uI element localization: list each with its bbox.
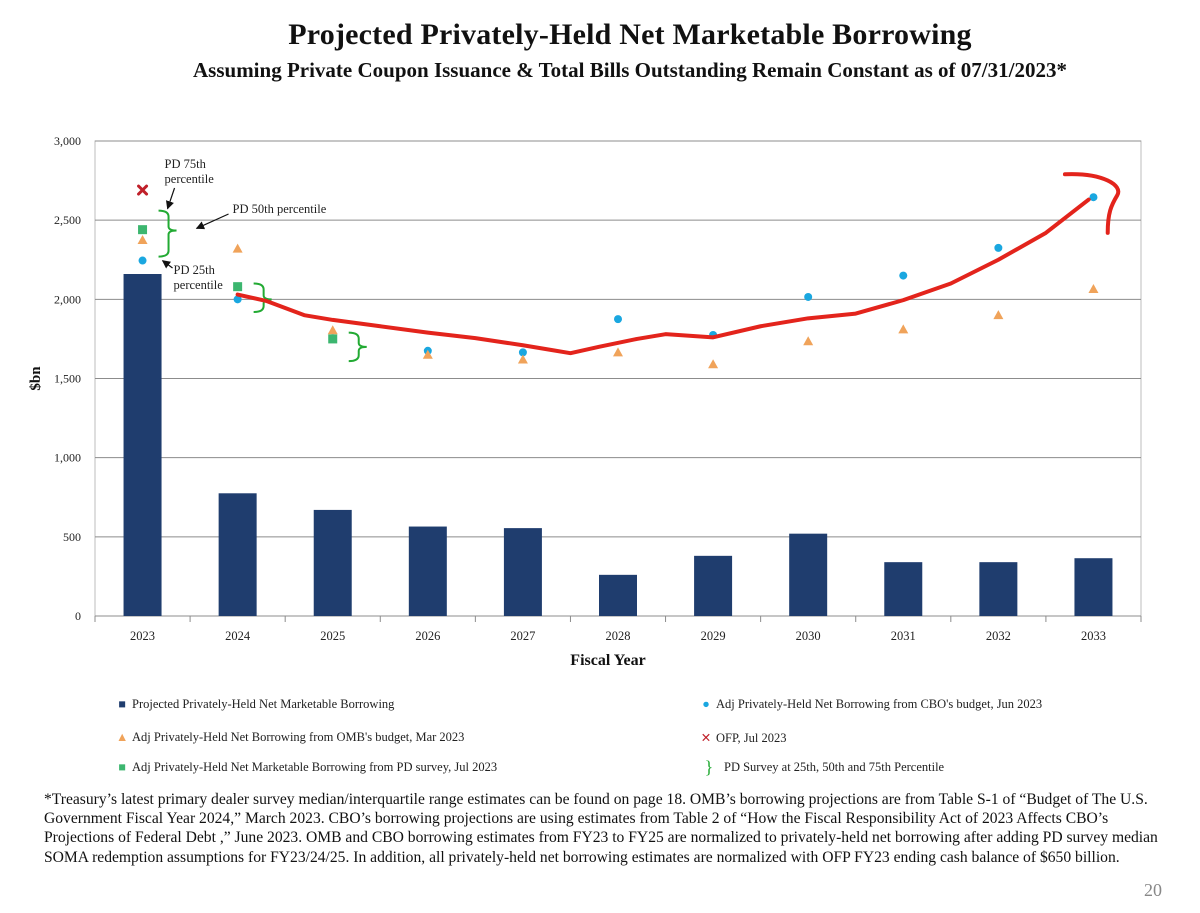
chart-canvas: 0 500 1,000 1,500 2,000 2,500 3,000 2023 2024 202… [28, 134, 1142, 669]
annotation-pd-75: PD 75th percentile [165, 157, 215, 186]
bar [123, 274, 162, 616]
y-tick-label: 2,000 [54, 292, 81, 306]
legend-symbol: } [704, 757, 714, 777]
omb-point [1088, 284, 1099, 294]
bar [694, 555, 733, 616]
omb-point [327, 325, 338, 335]
bar [599, 574, 637, 616]
omb-point [422, 349, 433, 359]
pd-percentile-bracket [348, 331, 367, 363]
cbo-point [614, 315, 622, 324]
annotation-arrow [195, 213, 229, 230]
legend-item-bars: ■ Projected Privately-Held Net Marketabl… [116, 697, 394, 712]
x-tick-label: 2026 [415, 629, 440, 643]
bar [218, 493, 257, 616]
x-tick-label: 2025 [320, 629, 345, 643]
annotation-arrow [161, 260, 173, 269]
legend-item-pd-range: } PD Survey at 25th, 50th and 75th Perce… [698, 757, 944, 778]
cbo-point [899, 271, 908, 280]
hand-drawn-trend-line [235, 197, 1091, 356]
y-tick-label: 500 [63, 530, 81, 544]
bar [979, 562, 1018, 616]
bar [503, 528, 542, 616]
legend-label: Adj Privately-Held Net Marketable Borrow… [132, 760, 498, 774]
chart-title: Projected Privately-Held Net Marketable … [288, 18, 972, 51]
annotation-pd-50: PD 50th percentile [233, 202, 327, 216]
legend-symbol: ■ [118, 697, 126, 711]
pd-percentile-bracket [158, 209, 177, 258]
legend-label: PD Survey at 25th, 50th and 75th Percent… [724, 760, 945, 774]
cbo-point [233, 295, 242, 304]
omb-point [613, 347, 623, 357]
annotation-pd-25: PD 25th percentile [174, 263, 224, 292]
omb-point [803, 336, 814, 346]
y-tick-label: 3,000 [54, 134, 81, 148]
y-tick-label: 1,000 [54, 451, 81, 465]
legend-item-pd: ■ Adj Privately-Held Net Marketable Borr… [116, 760, 497, 775]
ofp-stroke [137, 184, 149, 196]
annotation-arrow [165, 187, 176, 210]
bar [884, 562, 923, 616]
legend-label: Adj Privately-Held Net Borrowing from OM… [132, 730, 465, 744]
ofp-point [137, 184, 149, 196]
pd-survey-point [138, 225, 148, 235]
cbo-point [138, 256, 147, 265]
pd-percentile-bracket [253, 282, 272, 313]
x-tick-label: 2027 [510, 629, 535, 643]
bar [313, 509, 352, 616]
y-tick-label: 1,500 [54, 372, 81, 386]
y-tick-label: 2,500 [54, 213, 81, 227]
legend-label: OFP, Jul 2023 [716, 730, 787, 745]
legend-item-ofp: ✕ OFP, Jul 2023 [700, 730, 787, 746]
x-tick-label: 2033 [1081, 629, 1106, 643]
x-tick-label: 2030 [796, 629, 821, 643]
page-number: 20 [1144, 880, 1162, 900]
x-tick-label: 2029 [701, 629, 726, 643]
legend-symbol: ▲ [116, 730, 129, 744]
omb-point [708, 359, 719, 369]
y-axis-label: $bn [28, 366, 44, 391]
hand-drawn-hook [1062, 172, 1121, 235]
omb-point [993, 310, 1004, 320]
legend-symbol: ✕ [700, 731, 712, 745]
y-tick-label: 0 [75, 609, 81, 623]
x-axis-label: Fiscal Year [570, 652, 645, 669]
legend-item-omb: ▲ Adj Privately-Held Net Borrowing from … [116, 730, 464, 745]
pd-survey-point [233, 282, 243, 292]
legend-label: Projected Privately-Held Net Marketable … [132, 697, 395, 711]
x-tick-label: 2024 [225, 629, 251, 643]
bar [1074, 558, 1113, 616]
cbo-point [804, 292, 813, 301]
x-tick-label: 2031 [891, 629, 916, 643]
x-tick-label: 2023 [130, 629, 155, 643]
omb-point [137, 234, 148, 244]
x-tick-label: 2032 [986, 629, 1011, 643]
omb-point [517, 354, 528, 364]
legend-item-cbo: ● Adj Privately-Held Net Borrowing from … [700, 697, 1042, 712]
omb-point [232, 243, 243, 253]
legend-symbol: ● [702, 697, 710, 711]
footnote: *Treasury’s latest primary dealer survey… [44, 791, 1158, 866]
x-tick-label: 2028 [606, 629, 631, 643]
cbo-point [994, 243, 1003, 252]
cbo-point [518, 348, 527, 357]
bar [789, 533, 828, 616]
legend-label: Adj Privately-Held Net Borrowing from CB… [716, 697, 1043, 711]
pd-survey-point [328, 334, 338, 344]
bar [408, 526, 447, 616]
chart-subtitle: Assuming Private Coupon Issuance & Total… [193, 58, 1067, 82]
legend-symbol: ■ [118, 760, 126, 774]
cbo-point [1089, 193, 1098, 202]
omb-point [898, 324, 909, 334]
